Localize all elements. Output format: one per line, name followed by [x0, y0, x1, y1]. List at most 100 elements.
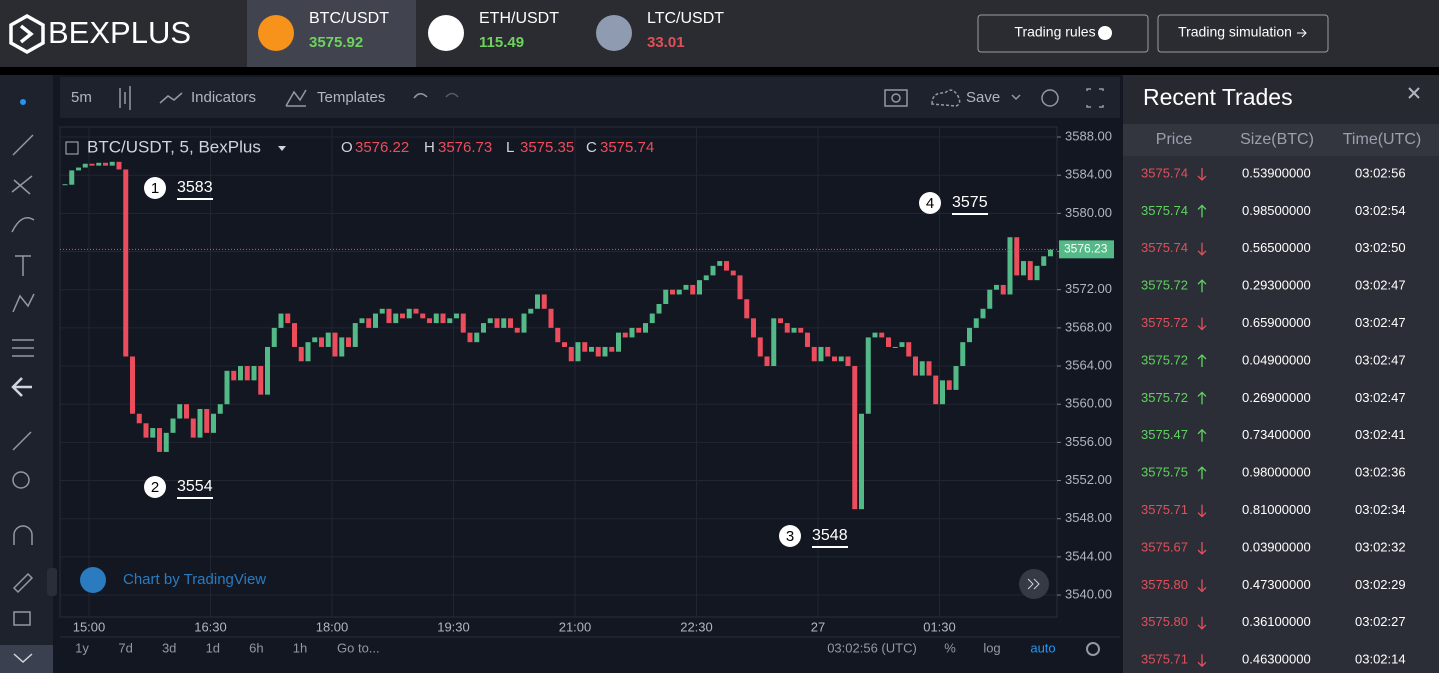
- candle: [62, 184, 68, 186]
- help-icon: [1098, 26, 1112, 40]
- candle: [332, 332, 338, 357]
- x-tick-label: 01:30: [923, 619, 956, 634]
- candle: [251, 366, 257, 381]
- candle: [528, 308, 534, 314]
- trade-size: 0.46300000: [1242, 652, 1311, 667]
- column-header: Price: [1156, 131, 1193, 148]
- candle: [346, 337, 351, 347]
- toolbar-item: Indicators: [191, 89, 256, 106]
- legend-value: 3576.22: [355, 139, 409, 156]
- candle: [163, 432, 169, 452]
- candle: [454, 313, 459, 319]
- candle: [656, 304, 662, 314]
- toolbar-icons[interactable]: [119, 86, 1104, 110]
- candle: [197, 408, 203, 438]
- settings-icon[interactable]: [1086, 642, 1100, 656]
- legend-key: C: [586, 139, 597, 156]
- candle: [595, 346, 601, 357]
- candle: [400, 313, 405, 319]
- close-icon[interactable]: [1408, 87, 1420, 99]
- plot-frame: [59, 126, 1058, 618]
- candle: [217, 404, 223, 414]
- header-button[interactable]: [1157, 14, 1329, 53]
- legend-key: L: [506, 139, 514, 156]
- candle: [1027, 261, 1033, 281]
- trade-size: 0.65900000: [1242, 315, 1311, 330]
- annotation-marker: [779, 525, 801, 547]
- ticker-icon: [428, 15, 464, 51]
- header-button-label: Trading rules: [1014, 24, 1095, 40]
- candle: [649, 313, 655, 324]
- ticker-price: 3575.92: [309, 34, 363, 51]
- y-tick-label: 3584.00: [1065, 167, 1112, 182]
- candle: [157, 428, 162, 452]
- candle: [487, 318, 493, 324]
- candle: [96, 162, 102, 166]
- legend-caret: [278, 146, 286, 151]
- candle: [413, 308, 419, 314]
- trade-direction: [1197, 616, 1207, 630]
- range-button: 7d: [118, 640, 132, 655]
- candle: [481, 323, 486, 333]
- candle: [238, 366, 243, 381]
- trade-price: 3575.47: [1141, 427, 1188, 442]
- candle: [379, 308, 385, 314]
- candle: [305, 342, 311, 362]
- candle: [899, 342, 905, 347]
- trade-size: 0.04900000: [1242, 352, 1311, 367]
- x-tick-label: 21:00: [559, 619, 592, 634]
- y-tick-label: 3544.00: [1065, 548, 1112, 563]
- ticker-symbol: ETH/USDT: [479, 10, 559, 27]
- trade-size: 0.47300000: [1242, 577, 1311, 592]
- scroll-button[interactable]: [1019, 569, 1049, 599]
- trade-price: 3575.72: [1141, 352, 1188, 367]
- trade-direction: [1197, 391, 1207, 405]
- candle: [89, 163, 95, 166]
- legend-value: 3576.73: [438, 139, 492, 156]
- candle: [298, 346, 304, 362]
- candle: [514, 327, 520, 333]
- candle: [541, 294, 547, 309]
- annotation-marker: [144, 177, 166, 199]
- x-tick-label: 27: [811, 619, 825, 634]
- header-button[interactable]: [977, 14, 1149, 53]
- annotation-number: 3: [786, 528, 794, 545]
- candle: [474, 332, 480, 343]
- trade-time: 03:02:36: [1355, 465, 1406, 480]
- candle: [406, 308, 412, 319]
- candle: [190, 418, 196, 438]
- trade-size: 0.56500000: [1242, 240, 1311, 255]
- candle: [690, 284, 696, 295]
- candle: [420, 313, 426, 319]
- y-tick-label: 3560.00: [1065, 396, 1112, 411]
- last-price-label: 3576.23: [1064, 242, 1108, 256]
- candle: [582, 342, 588, 352]
- drawing-tools[interactable]: [11, 99, 35, 626]
- candle: [737, 275, 743, 300]
- candle: [427, 318, 432, 324]
- candle: [244, 366, 250, 381]
- legend-symbol: BTC/USDT, 5, BexPlus: [87, 137, 261, 156]
- candle: [838, 356, 844, 362]
- candle: [447, 318, 453, 324]
- candle: [575, 342, 581, 362]
- candle: [980, 308, 986, 319]
- candle: [69, 170, 75, 185]
- logo-icon: [9, 13, 45, 55]
- clock: 03:02:56 (UTC): [827, 640, 917, 655]
- legend-toggle[interactable]: [65, 141, 79, 155]
- annotation-number: 2: [151, 479, 159, 496]
- candle: [123, 169, 129, 357]
- range-button: 1h: [293, 640, 307, 655]
- candle: [562, 342, 567, 347]
- annotation-number: 4: [926, 195, 934, 212]
- trade-size: 0.73400000: [1242, 427, 1311, 442]
- panel-handle[interactable]: [47, 568, 57, 596]
- candle: [670, 289, 675, 295]
- candle: [946, 380, 952, 390]
- arrow-icon: [1297, 28, 1307, 38]
- trade-direction: [1197, 279, 1207, 293]
- trade-price: 3575.80: [1141, 577, 1188, 592]
- drawing-toolbar: [0, 75, 53, 673]
- candle: [805, 332, 810, 347]
